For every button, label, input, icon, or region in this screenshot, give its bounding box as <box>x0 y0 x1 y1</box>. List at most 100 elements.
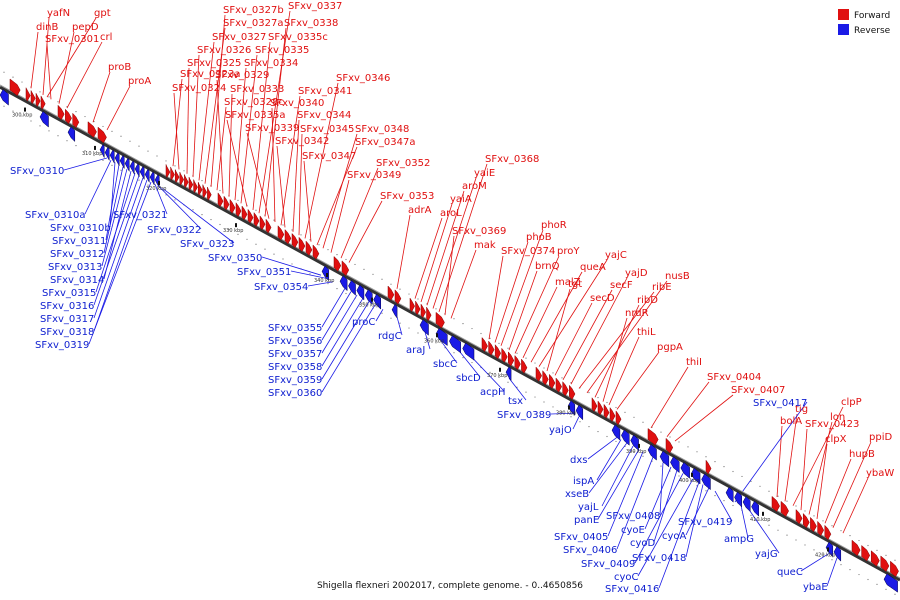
track-dot <box>201 214 203 216</box>
reverse-gene-arrow <box>883 573 898 593</box>
reverse-gene-arrow <box>348 279 356 296</box>
gene-label-sfxv-0357: SFxv_0357 <box>268 349 322 360</box>
track-dot <box>111 130 113 132</box>
track-dot <box>246 238 248 240</box>
reverse-leader-line <box>748 509 780 554</box>
gene-label-thil: thiL <box>637 327 656 338</box>
track-dot <box>345 292 347 295</box>
reverse-leader-line <box>597 449 640 520</box>
track-dot <box>894 559 896 561</box>
gene-label-sfxv-0351: SFxv_0351 <box>237 267 291 278</box>
reverse-leader-line <box>321 301 370 380</box>
forward-leader-line <box>562 289 613 380</box>
forward-gene-arrow <box>179 171 184 186</box>
track-dot <box>255 243 257 245</box>
gene-label-sfxv-0349: SFxv_0349 <box>347 170 401 181</box>
gene-label-cyoe: cyoE <box>621 525 645 536</box>
gene-label-ybaw: ybaW <box>866 468 894 479</box>
gene-label-araj: araJ <box>406 345 425 356</box>
gene-label-arom: aroM <box>462 181 487 192</box>
track-dot <box>813 549 815 551</box>
track-dot <box>21 115 23 117</box>
reverse-leader-line <box>508 377 527 401</box>
gene-label-sfxv-0406: SFxv_0406 <box>563 545 617 556</box>
forward-leader-line <box>66 41 103 109</box>
gene-label-sfxv-0324: SFxv_0324 <box>172 83 226 94</box>
gene-label-sfxv-0417: SFxv_0417 <box>753 398 807 409</box>
track-dot <box>714 495 716 497</box>
gene-label-nrdr: nrdR <box>625 308 649 319</box>
gene-label-malz: malZ <box>555 277 581 288</box>
forward-leader-line <box>298 133 303 236</box>
reverse-gene-arrow <box>630 434 639 451</box>
forward-gene-arrow <box>259 215 266 231</box>
track-dot <box>507 381 509 383</box>
gene-label-sfxv-0356: SFxv_0356 <box>268 336 322 347</box>
gene-label-sfxv-0354: SFxv_0354 <box>254 282 308 293</box>
reverse-gene-arrow <box>449 335 461 354</box>
gene-label-ribe: ribE <box>652 282 672 293</box>
track-dot <box>561 411 563 413</box>
reverse-leader-line <box>714 490 733 522</box>
gene-label-ampg: ampG <box>724 534 754 545</box>
track-dot <box>660 465 662 467</box>
forward-leader-line <box>616 351 660 410</box>
gene-label-sfxv-0404: SFxv_0404 <box>707 372 761 383</box>
reverse-gene-arrow <box>690 467 701 485</box>
forward-gene-arrow <box>501 347 508 363</box>
track-dot <box>309 273 311 275</box>
track-dot <box>588 392 590 394</box>
track-dot <box>462 357 464 359</box>
forward-leader-line <box>322 133 358 249</box>
gene-label-sfxv-0353: SFxv_0353 <box>380 191 434 202</box>
forward-gene-arrow <box>40 95 46 110</box>
track-dot <box>12 110 14 112</box>
track-dot <box>525 391 527 393</box>
reverse-leader-line <box>634 473 684 564</box>
track-dot <box>615 440 617 443</box>
track-dot <box>660 431 662 433</box>
reverse-leader-line <box>472 358 505 392</box>
tick-label: 380 kbp <box>556 411 576 417</box>
track-dot <box>282 224 284 226</box>
gene-label-secf: secF <box>610 280 633 291</box>
forward-gene-arrow <box>165 164 171 179</box>
gene-label-yajg: yajG <box>755 549 778 560</box>
gene-label-sfxv-0327a: SFxv_0327a <box>223 18 284 29</box>
gene-label-sfxv-0310b: SFxv_0310b <box>50 223 111 234</box>
reverse-leader-line <box>162 188 235 244</box>
gene-label-clpx: clpX <box>825 434 847 445</box>
reverse-leader-line <box>321 294 358 354</box>
forward-leader-line <box>438 163 488 312</box>
forward-leader-line <box>192 54 200 178</box>
track-dot <box>723 465 725 468</box>
gene-label-sfxv-0323a: SFxv_0323a <box>180 69 241 80</box>
gene-label-sfxv-0322: SFxv_0322 <box>147 225 201 236</box>
tick-label: 310 kbp <box>82 151 102 157</box>
forward-gene-arrow <box>420 303 426 319</box>
reverse-gene-arrow <box>680 462 690 479</box>
gene-label-sfxv-0321: SFxv_0321 <box>113 210 167 221</box>
tick-mark <box>827 547 829 552</box>
track-dot <box>453 318 455 320</box>
track-dot <box>471 361 473 364</box>
forward-leader-line <box>246 132 270 219</box>
gene-label-sfxv-0418: SFxv_0418 <box>632 553 686 564</box>
track-dot <box>741 475 743 478</box>
track-dot <box>471 327 473 330</box>
reverse-gene-arrow <box>833 545 842 562</box>
forward-gene-arrow <box>609 406 616 422</box>
gene-label-sfxv-0337: SFxv_0337 <box>288 1 342 12</box>
track-dot <box>48 96 50 98</box>
track-dot <box>12 76 14 78</box>
track-dot <box>237 199 239 201</box>
forward-gene-arrow <box>341 260 350 276</box>
forward-gene-arrow <box>851 539 861 557</box>
reverse-gene-arrow <box>39 111 49 128</box>
reverse-leader-line <box>307 281 334 287</box>
forward-leader-line <box>303 160 312 242</box>
track-dot <box>597 396 599 399</box>
track-dot <box>399 288 401 290</box>
forward-gene-arrow <box>235 202 242 218</box>
